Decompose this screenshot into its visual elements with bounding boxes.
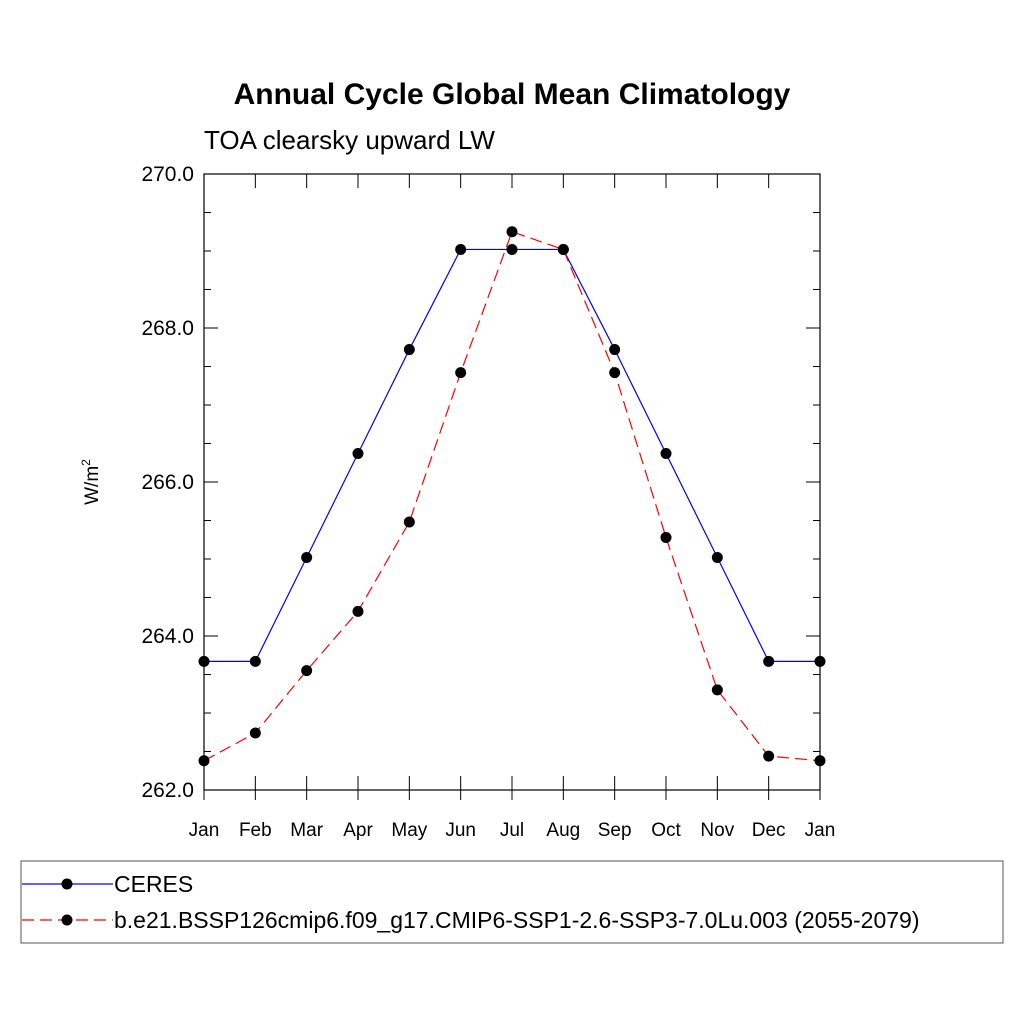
series-1-point [403, 344, 415, 356]
legend: CERES b.e21.BSSP126cmip6.f09_g17.CMIP6-SS… [20, 860, 1004, 944]
series-1-point [352, 448, 364, 460]
y-axis-label-superscript: 2 [79, 459, 93, 466]
x-axis-ticks: Jan Feb Mar Apr May Jun Jul Aug Sep Oct Nov Dec Jan [189, 174, 836, 841]
y-tick-label: 264.0 [141, 625, 194, 648]
x-tick-label: Apr [343, 820, 373, 841]
series-1-point [301, 551, 313, 563]
y-tick-label: 268.0 [141, 317, 194, 340]
y-tick-label: 262.0 [141, 779, 194, 802]
series-2-point [403, 516, 415, 528]
chart-subtitle: TOA clearsky upward LW [204, 125, 495, 155]
series-2-point [609, 367, 621, 379]
plot-frame-rect [203, 173, 821, 791]
x-tick-label: Jul [500, 820, 524, 841]
series-1-point [711, 551, 723, 563]
x-tick-label: May [391, 820, 427, 841]
series-1-point [763, 655, 775, 667]
y-axis-label-text: W/m [82, 466, 103, 505]
series-2-point [763, 750, 775, 762]
x-tick-label: Jun [445, 820, 476, 841]
y-axis-label: W/m2 [79, 459, 103, 505]
series-line-1 [204, 248, 820, 663]
series-2-point [814, 755, 826, 767]
x-tick-label: Jan [189, 820, 220, 841]
series-1-point [249, 655, 261, 667]
series-layer [198, 226, 826, 767]
series-1-point [814, 655, 826, 667]
chart-title: Annual Cycle Global Mean Climatology [234, 78, 791, 111]
series-2-point [301, 665, 313, 677]
series-2-point [198, 755, 210, 767]
legend-label-2: b.e21.BSSP126cmip6.f09_g17.CMIP6-SSP1-2.… [114, 907, 920, 933]
series-1-point [455, 243, 467, 255]
series-1-point [609, 344, 621, 356]
legend-marker-2 [61, 914, 73, 926]
series-2-point [557, 243, 569, 255]
x-tick-label: Mar [290, 820, 323, 841]
x-tick-label: Feb [239, 820, 272, 841]
series-1-point [506, 243, 518, 255]
series-1-point [198, 655, 210, 667]
x-tick-label: Nov [700, 820, 734, 841]
series-2-point [455, 367, 467, 379]
x-tick-label: Aug [546, 820, 580, 841]
series-1-point [660, 448, 672, 460]
plot-frame [203, 173, 821, 791]
y-tick-label: 266.0 [141, 471, 194, 494]
x-tick-label: Dec [752, 820, 786, 841]
series-2-point [249, 727, 261, 739]
x-tick-label: Oct [651, 820, 681, 841]
series-2-point [711, 684, 723, 696]
legend-box [20, 860, 1004, 944]
legend-label-1: CERES [114, 871, 193, 897]
series-2-point [660, 531, 672, 543]
series-2-point [352, 605, 364, 617]
y-axis-ticks: 262.0 264.0 266.0 268.0 270.0 [141, 163, 820, 802]
legend-marker-1 [61, 878, 73, 890]
series-2-point [506, 226, 518, 238]
y-tick-label: 270.0 [141, 163, 194, 186]
series-line-2 [203, 230, 821, 762]
x-tick-label: Jan [805, 820, 836, 841]
x-tick-label: Sep [598, 820, 632, 841]
